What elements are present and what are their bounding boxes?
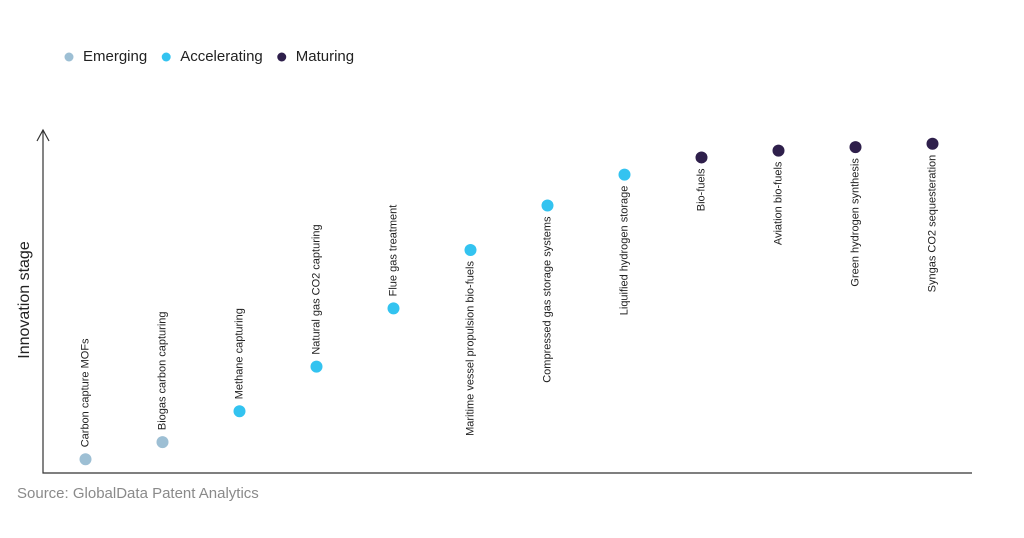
legend-marker — [277, 52, 287, 62]
axes — [42, 130, 972, 474]
category-label: Carbon capture MOFs — [79, 338, 91, 447]
legend-label: Accelerating — [180, 48, 263, 65]
point — [156, 436, 169, 449]
category-label: Biogas carbon capturing — [156, 311, 168, 430]
source: Source: GlobalData Patent Analytics — [17, 485, 259, 502]
point — [464, 244, 477, 257]
y-axis-label: Innovation stage — [16, 241, 33, 359]
point — [233, 405, 246, 418]
category-label: Aviation bio-fuels — [772, 161, 784, 245]
category-label: Syngas CO2 sequesteration — [926, 155, 938, 293]
point — [387, 302, 400, 315]
point — [772, 144, 785, 157]
point — [541, 199, 554, 212]
category-label: Methane capturing — [233, 308, 245, 399]
category-label: Bio-fuels — [695, 168, 707, 211]
category-label: Green hydrogen synthesis — [849, 158, 861, 287]
legend-marker — [64, 52, 74, 62]
legend-label: Maturing — [296, 48, 354, 65]
point — [79, 453, 92, 466]
point — [310, 360, 323, 373]
category-label: Natural gas CO2 capturing — [310, 224, 322, 354]
legend-label: Emerging — [83, 48, 147, 65]
category-label: Maritime vessel propulsion bio-fuels — [464, 261, 476, 436]
axis-arrow — [36, 128, 50, 142]
category-label: Flue gas treatment — [387, 205, 399, 297]
point — [695, 151, 708, 164]
point — [849, 141, 862, 154]
category-label: Compressed gas storage systems — [541, 216, 553, 383]
point — [618, 168, 631, 181]
category-label: Liquified hydrogen storage — [618, 186, 630, 316]
point — [926, 137, 939, 150]
legend-marker — [161, 52, 171, 62]
